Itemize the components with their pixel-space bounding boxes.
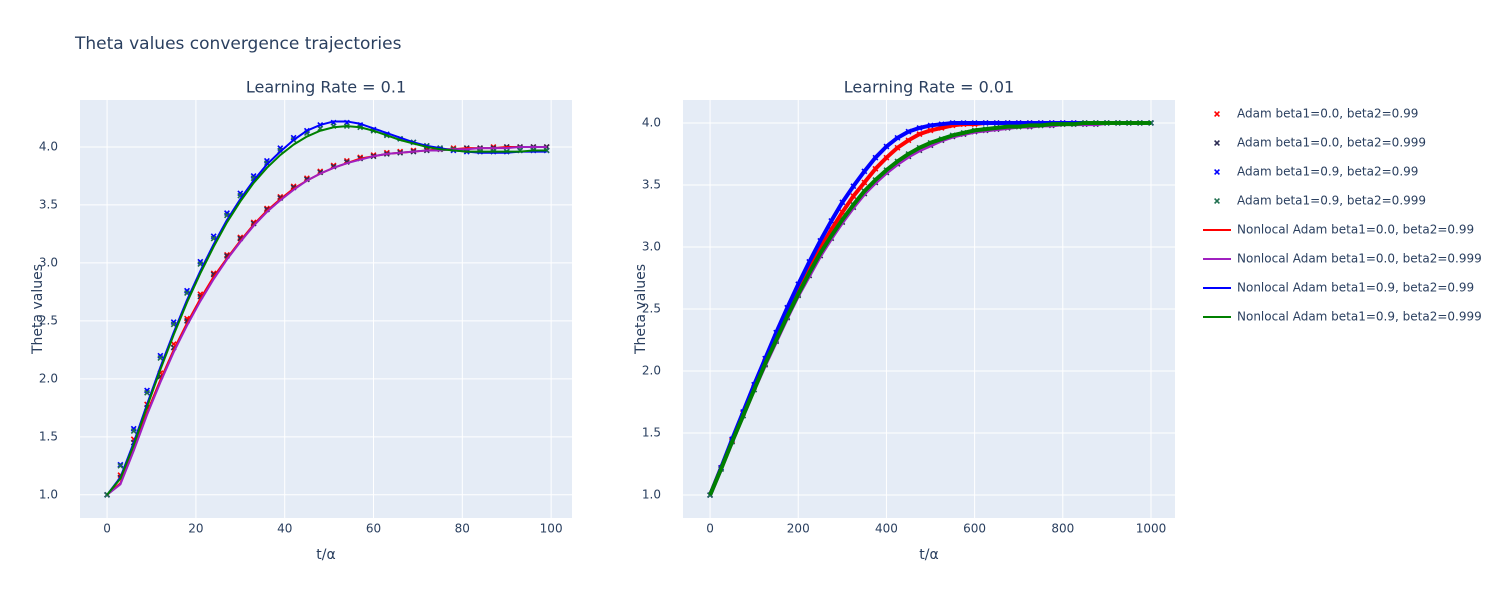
y-tick-label: 1.5	[642, 426, 661, 440]
figure-title: Theta values convergence trajectories	[74, 34, 402, 54]
legend-label: Nonlocal Adam beta1=0.0, beta2=0.999	[1237, 252, 1482, 266]
legend-symbol	[1214, 198, 1220, 204]
legend-label: Adam beta1=0.0, beta2=0.999	[1237, 136, 1426, 150]
x-tick-label: 100	[540, 522, 563, 536]
y-tick-label: 2.5	[642, 302, 661, 316]
y-axis-label: Theta values	[633, 264, 649, 355]
subplot-title: Learning Rate = 0.1	[246, 78, 406, 97]
x-tick-label: 1000	[1136, 522, 1167, 536]
legend-label: Nonlocal Adam beta1=0.9, beta2=0.999	[1237, 310, 1482, 324]
legend-label: Adam beta1=0.9, beta2=0.99	[1237, 165, 1418, 179]
marker	[117, 461, 124, 468]
x-tick-label: 80	[455, 522, 470, 536]
legend-symbol	[1214, 169, 1220, 175]
x-tick-label: 200	[787, 522, 810, 536]
legend-label: Nonlocal Adam beta1=0.9, beta2=0.99	[1237, 281, 1474, 295]
x-axis-label: t/α	[919, 547, 938, 563]
marker	[157, 355, 164, 361]
y-tick-label: 3.0	[39, 255, 58, 269]
y-axis-label: Theta values	[30, 264, 46, 355]
line	[106, 125, 547, 496]
line	[708, 120, 1151, 496]
marker	[117, 462, 124, 469]
x-tick-label: 20	[188, 522, 203, 536]
y-tick-label: 4.0	[642, 115, 661, 129]
subplot-title: Learning Rate = 0.01	[844, 78, 1014, 97]
x-tick-label: 600	[963, 522, 986, 536]
y-tick-label: 3.0	[642, 239, 661, 253]
y-tick-label: 3.5	[642, 177, 661, 191]
legend-label: Adam beta1=0.0, beta2=0.99	[1237, 107, 1418, 121]
legend-label: Nonlocal Adam beta1=0.0, beta2=0.99	[1237, 223, 1474, 237]
x-tick-label: 400	[875, 522, 898, 536]
y-tick-label: 2.5	[39, 313, 58, 327]
legend-label: Adam beta1=0.9, beta2=0.999	[1237, 194, 1426, 208]
legend-symbol	[1214, 140, 1220, 146]
y-tick-label: 3.5	[39, 197, 58, 211]
y-tick-label: 1.0	[39, 487, 58, 501]
x-tick-label: 60	[366, 522, 381, 536]
y-tick-label: 1.0	[642, 488, 661, 502]
x-tick-label: 800	[1051, 522, 1074, 536]
y-tick-label: 2.0	[39, 371, 58, 385]
y-tick-label: 2.0	[642, 364, 661, 378]
x-tick-label: 0	[706, 522, 714, 536]
x-axis-label: t/α	[316, 547, 335, 563]
marker	[144, 389, 151, 396]
plot-area	[80, 100, 572, 518]
line	[106, 145, 547, 496]
y-tick-label: 4.0	[39, 139, 58, 153]
x-tick-label: 40	[277, 522, 292, 536]
y-tick-label: 1.5	[39, 429, 58, 443]
legend-symbol	[1214, 111, 1220, 117]
marker	[130, 428, 137, 435]
x-tick-label: 0	[103, 522, 111, 536]
